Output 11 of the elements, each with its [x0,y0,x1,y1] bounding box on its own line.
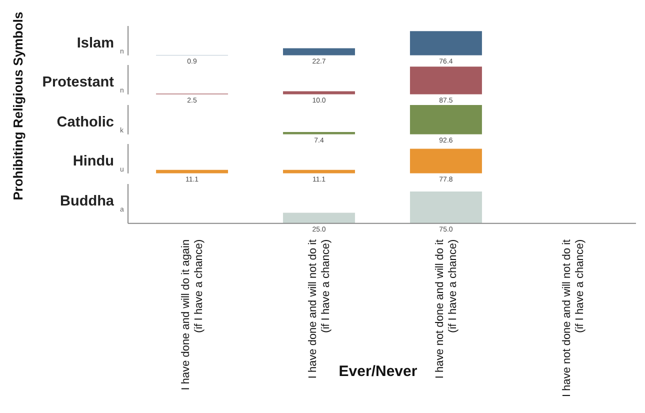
x-tick-label: I have not done and will not do it (if I have a chance) [560,238,586,397]
y-axis-title: Hindu [72,154,114,170]
x-tick-label: I have done and will not do it (if I have a chance) [307,238,332,378]
x-tick-label: I have done and will do it again (if I have a chance) [180,238,206,390]
text: Prohibiting Religious Symbols [10,12,26,200]
y-axis-title: Islam [76,36,114,52]
y-axis-title: Buddha [60,193,115,210]
x-axis-title: Ever/Never [338,362,418,380]
y-axis-title: Catholic [56,114,114,130]
x-tick-label: I have not done and will do it (if I have a chance) [434,238,459,378]
y-axis-title: Protestant [42,75,114,92]
